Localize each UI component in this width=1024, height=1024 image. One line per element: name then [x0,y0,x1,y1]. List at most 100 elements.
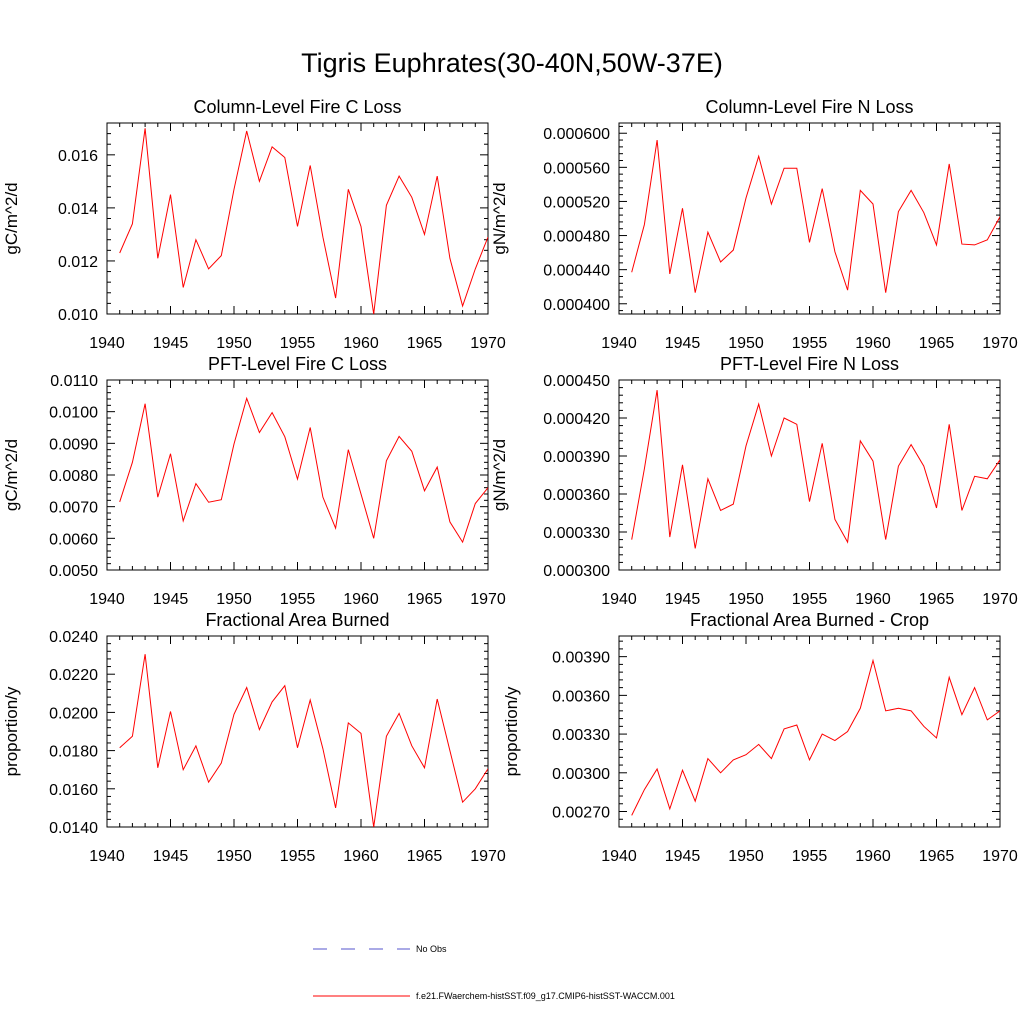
y-tick-label: 0.0060 [49,531,98,548]
y-tick-label: 0.000440 [543,263,610,280]
x-tick-label: 1940 [89,335,125,352]
x-tick-label: 1940 [89,848,125,865]
series-line [119,654,488,827]
x-tick-label: 1960 [343,335,379,352]
x-tick-label: 1955 [280,335,316,352]
x-tick-label: 1945 [665,591,701,608]
plot-frame [618,122,1001,315]
plot-frame [618,635,1001,828]
x-tick-label: 1965 [919,335,955,352]
x-tick-label: 1965 [919,848,955,865]
y-tick-label: 0.000560 [543,160,610,177]
x-tick-label: 1960 [855,848,891,865]
page-title: Tigris Euphrates(30-40N,50W-37E) [301,48,723,78]
x-tick-label: 1965 [919,591,955,608]
y-tick-label: 0.000390 [543,449,610,466]
x-tick-label: 1945 [665,848,701,865]
x-tick-label: 1950 [728,335,764,352]
x-tick-label: 1965 [407,848,443,865]
x-tick-label: 1945 [153,335,189,352]
y-axis-label: gC/m^2/d [2,439,21,511]
y-tick-label: 0.0090 [49,436,98,453]
y-tick-label: 0.000480 [543,229,610,246]
y-tick-label: 0.000520 [543,194,610,211]
x-tick-label: 1970 [982,848,1018,865]
series-line [119,128,488,314]
y-axis-label: gC/m^2/d [2,182,21,254]
chart-panel-3: 1940 1945 1950 1955 1960 1965 1970 0.0050 0.0060… [2,354,506,608]
y-tick-label: 0.000400 [543,297,610,314]
y-tick-label: 0.0240 [49,629,98,646]
x-tick-label: 1965 [407,591,443,608]
x-tick-label: 1960 [855,335,891,352]
x-tick-label: 1960 [343,591,379,608]
x-tick-label: 1945 [665,335,701,352]
x-tick-label: 1950 [728,848,764,865]
chart-panel-4: 1940 1945 1950 1955 1960 1965 1970 0.000300 0.00… [490,354,1018,608]
x-tick-label: 1955 [792,335,828,352]
y-tick-label: 0.0200 [49,705,98,722]
y-tick-label: 0.000600 [543,126,610,143]
y-tick-label: 0.0160 [49,782,98,799]
y-tick-label: 0.010 [58,307,98,324]
y-tick-label: 0.00300 [552,766,610,783]
plot-frame [106,122,489,315]
y-tick-label: 0.000420 [543,411,610,428]
series-line [631,658,1000,816]
x-tick-label: 1940 [601,591,637,608]
series-line [631,139,1000,293]
x-tick-label: 1970 [982,335,1018,352]
y-axis-label: gN/m^2/d [490,182,509,254]
chart-panel-2: 1940 1945 1950 1955 1960 1965 1970 0.000400 0.00… [490,97,1018,352]
y-tick-label: 0.0180 [49,744,98,761]
y-axis-label: proportion/y [502,686,521,776]
x-tick-label: 1955 [792,591,828,608]
x-tick-label: 1940 [601,848,637,865]
legend-obs-label: No Obs [416,944,447,954]
panel-title: Fractional Area Burned [205,610,389,630]
panel-title: Column-Level Fire C Loss [193,97,401,117]
x-tick-label: 1960 [343,848,379,865]
panel-title: Fractional Area Burned - Crop [690,610,929,630]
x-tick-label: 1950 [216,591,252,608]
y-tick-label: 0.0140 [49,820,98,837]
x-tick-label: 1960 [855,591,891,608]
y-tick-label: 0.000450 [543,373,610,390]
x-tick-label: 1940 [601,335,637,352]
y-tick-label: 0.012 [58,254,98,271]
y-tick-label: 0.000300 [543,563,610,580]
y-tick-label: 0.00360 [552,688,610,705]
y-tick-label: 0.000360 [543,487,610,504]
y-tick-label: 0.016 [58,148,98,165]
panel-title: PFT-Level Fire C Loss [208,354,387,374]
y-tick-label: 0.0070 [49,500,98,517]
y-tick-label: 0.00270 [552,805,610,822]
series-line [119,396,488,544]
y-axis-label: proportion/y [2,686,21,776]
chart-panel-1: 1940 1945 1950 1955 1960 1965 1970 0.010 0.012 0.… [2,97,506,352]
panels-group: 1940 1945 1950 1955 1960 1965 1970 0.010 0.012 0.… [2,97,1018,865]
legend-model-label: f.e21.FWaerchem-histSST.f09_g17.CMIP6-hi… [416,991,675,1001]
legend: No Obs f.e21.FWaerchem-histSST.f09_g17.C… [313,944,675,1001]
y-tick-label: 0.00390 [552,650,610,667]
x-tick-label: 1950 [216,335,252,352]
x-tick-label: 1970 [470,848,506,865]
y-tick-label: 0.0100 [49,405,98,422]
chart-panel-6: 1940 1945 1950 1955 1960 1965 1970 0.00270 0.003… [502,610,1018,865]
y-tick-label: 0.00330 [552,727,610,744]
x-tick-label: 1955 [280,591,316,608]
x-tick-label: 1955 [792,848,828,865]
y-axis-label: gN/m^2/d [490,439,509,511]
y-tick-label: 0.0110 [50,373,98,390]
x-tick-label: 1970 [470,335,506,352]
y-tick-label: 0.0050 [49,563,98,580]
panel-title: Column-Level Fire N Loss [705,97,913,117]
x-tick-label: 1945 [153,591,189,608]
y-tick-label: 0.000330 [543,525,610,542]
series-line [631,390,1000,549]
x-tick-label: 1970 [470,591,506,608]
x-tick-label: 1965 [407,335,443,352]
y-tick-label: 0.0080 [49,468,98,485]
x-tick-label: 1955 [280,848,316,865]
